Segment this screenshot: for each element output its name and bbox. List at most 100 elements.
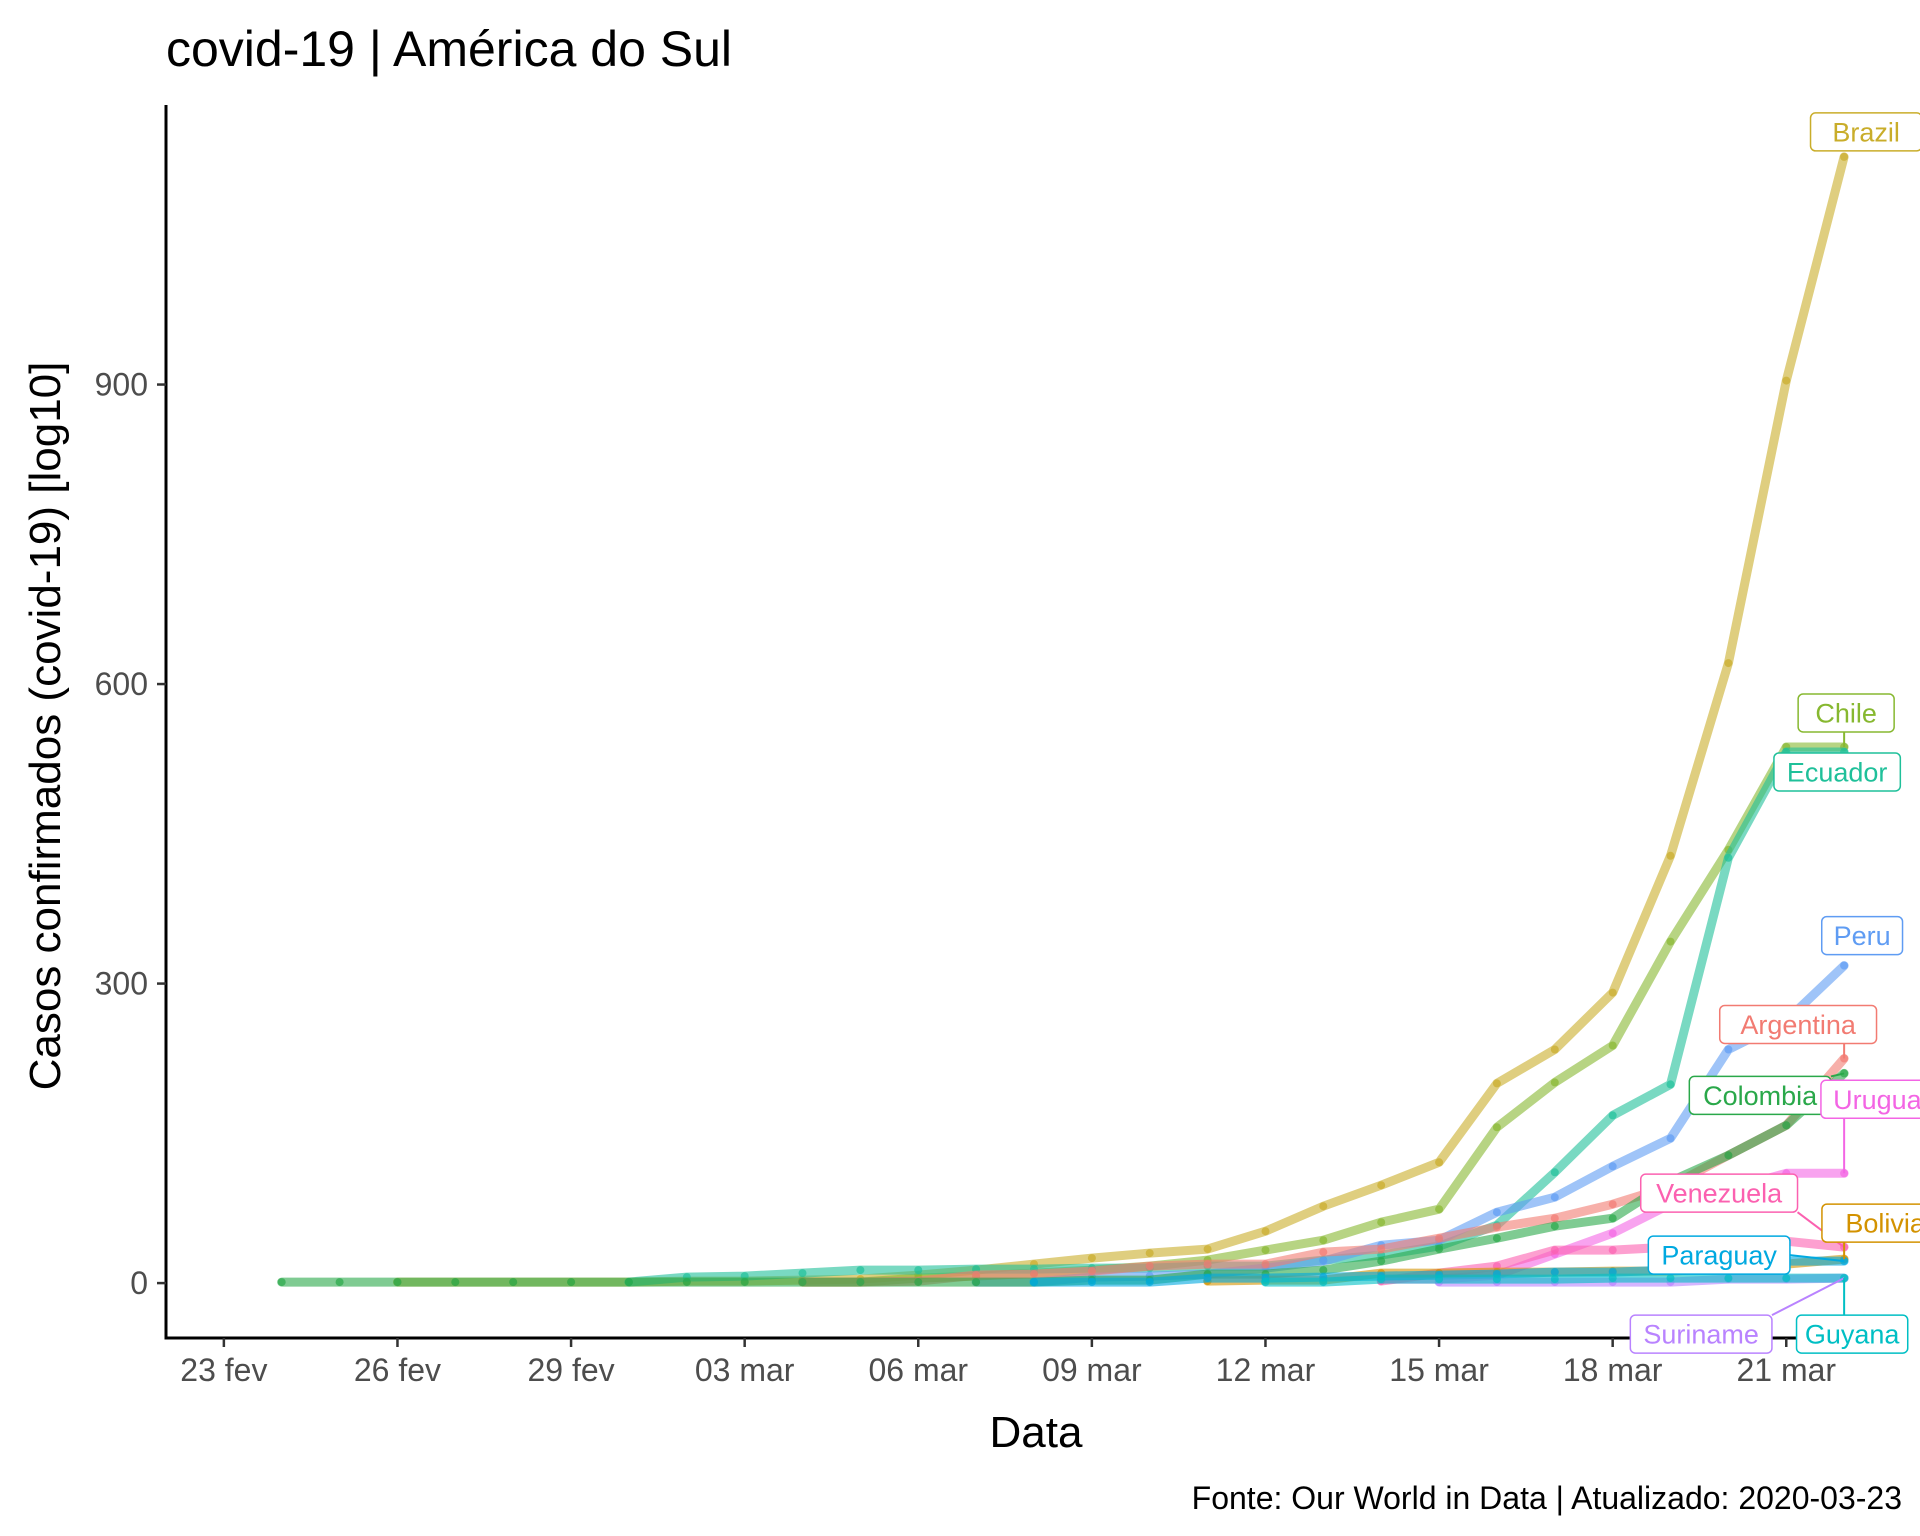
x-tick-label: 21 mar <box>1736 1352 1836 1388</box>
data-point-paraguay <box>1145 1278 1154 1287</box>
data-point-colombia <box>567 1278 576 1287</box>
data-point-guyana <box>1724 1274 1733 1283</box>
x-tick-label: 15 mar <box>1389 1352 1489 1388</box>
data-point-brazil <box>1550 1045 1559 1054</box>
data-point-uruguay <box>1608 1229 1617 1238</box>
data-point-colombia <box>1435 1245 1444 1254</box>
label-box <box>1639 1173 1799 1213</box>
label-box <box>1629 1314 1773 1354</box>
data-point-peru <box>1550 1193 1559 1202</box>
data-point-ecuador <box>1608 1111 1617 1120</box>
data-point-venezuela <box>1608 1246 1617 1255</box>
x-tick-label: 06 mar <box>868 1352 968 1388</box>
label-connector <box>1771 1277 1845 1316</box>
label-text: Paraguay <box>1661 1241 1777 1271</box>
data-point-colombia <box>393 1278 402 1287</box>
data-point-brazil <box>1435 1158 1444 1167</box>
country-labels: Brazil Chile Ecuador Peru Argentina Colombia U… <box>1629 112 1920 1354</box>
label-guyana: Guyana <box>1795 1278 1909 1354</box>
data-point-chile <box>1550 1078 1559 1087</box>
x-tick-label: 03 mar <box>695 1352 795 1388</box>
axes: 0 300 600 900 23 fev 26 fev 29 fev 03 mar 06 mar… <box>95 105 1902 1388</box>
label-uruguay: Uruguay <box>1820 1079 1920 1174</box>
data-point-peru <box>1608 1162 1617 1171</box>
data-point-colombia <box>1724 1151 1733 1160</box>
label-box <box>1795 1314 1909 1354</box>
label-connector <box>1789 1254 1845 1263</box>
data-point-colombia <box>1319 1266 1328 1275</box>
data-point-brazil <box>1203 1245 1212 1254</box>
data-point-brazil <box>1261 1227 1270 1236</box>
data-point-brazil <box>1666 851 1675 860</box>
y-tick-label: 600 <box>95 666 148 702</box>
label-text: Uruguay <box>1833 1085 1920 1115</box>
data-point-brazil <box>1377 1181 1386 1190</box>
data-point-colombia <box>1608 1214 1617 1223</box>
data-point-colombia <box>972 1278 981 1287</box>
data-point-guyana <box>1550 1275 1559 1284</box>
label-connector <box>1830 1072 1845 1078</box>
label-text: Argentina <box>1740 1010 1857 1040</box>
x-tick-label: 09 mar <box>1042 1352 1142 1388</box>
label-box <box>1773 752 1902 792</box>
data-point-colombia <box>740 1278 749 1287</box>
x-tick-label: 26 fev <box>354 1352 441 1388</box>
data-point-argentina <box>1087 1267 1096 1276</box>
y-tick-label: 300 <box>95 966 148 1002</box>
label-text: Brazil <box>1832 117 1900 147</box>
label-ecuador: Ecuador <box>1773 752 1902 792</box>
data-point-colombia <box>277 1278 286 1287</box>
data-point-chile <box>1435 1205 1444 1214</box>
data-point-ecuador <box>1724 853 1733 862</box>
data-point-argentina <box>1030 1270 1038 1279</box>
data-point-guyana <box>1261 1278 1270 1287</box>
data-point-guyana <box>1782 1274 1791 1283</box>
label-brazil: Brazil <box>1809 112 1920 152</box>
data-point-colombia <box>1377 1257 1386 1266</box>
data-point-peru <box>1840 961 1849 970</box>
label-text: Venezuela <box>1656 1179 1783 1209</box>
data-point-argentina <box>1203 1260 1212 1269</box>
data-point-colombia <box>914 1278 923 1287</box>
data-point-colombia <box>451 1278 460 1287</box>
data-point-brazil <box>1608 988 1617 997</box>
label-colombia: Colombia <box>1688 1072 1845 1116</box>
label-bolivia: Bolivia <box>1821 1203 1920 1260</box>
data-point-guyana <box>1492 1275 1501 1284</box>
label-box <box>1797 693 1895 733</box>
series-brazil <box>393 152 1849 1287</box>
data-point-colombia <box>335 1278 344 1287</box>
data-point-guyana <box>1666 1274 1675 1283</box>
label-text: Suriname <box>1643 1320 1759 1350</box>
label-text: Colombia <box>1703 1081 1818 1111</box>
data-point-argentina <box>1435 1234 1444 1243</box>
data-point-paraguay <box>1030 1278 1038 1287</box>
data-point-colombia <box>1550 1222 1559 1231</box>
data-point-colombia <box>682 1278 691 1287</box>
data-point-ecuador <box>856 1266 865 1275</box>
x-tick-label: 29 fev <box>527 1352 614 1388</box>
data-point-argentina <box>1145 1262 1154 1271</box>
data-point-chile <box>1608 1041 1617 1050</box>
data-point-uruguay <box>1840 1169 1849 1178</box>
data-point-argentina <box>972 1271 981 1280</box>
data-point-ecuador <box>1666 1080 1675 1089</box>
data-point-chile <box>1319 1236 1328 1245</box>
data-point-peru <box>1492 1208 1501 1217</box>
data-point-guyana <box>1608 1274 1617 1283</box>
data-point-argentina <box>1377 1245 1386 1254</box>
label-box <box>1820 915 1904 956</box>
data-point-ecuador <box>1550 1168 1559 1177</box>
data-point-guyana <box>1319 1278 1328 1287</box>
data-point-peru <box>1724 1045 1733 1054</box>
data-point-colombia <box>1782 1121 1791 1130</box>
chart-caption: Fonte: Our World in Data | Atualizado: 2… <box>1192 1480 1902 1516</box>
series-line-brazil <box>393 152 1849 1287</box>
y-tick-label: 0 <box>130 1265 148 1301</box>
data-point-peru <box>1666 1134 1675 1143</box>
data-point-brazil <box>1782 376 1791 385</box>
label-text: Ecuador <box>1787 757 1888 787</box>
data-point-brazil <box>1492 1079 1501 1088</box>
data-point-brazil <box>1840 152 1849 161</box>
plot-area <box>277 152 1849 1287</box>
